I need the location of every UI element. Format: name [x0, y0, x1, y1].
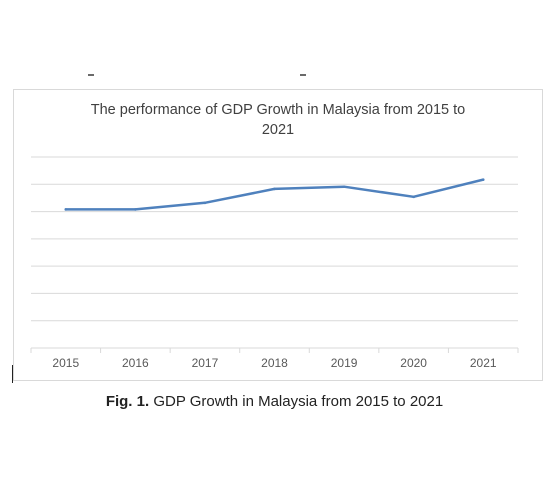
data-point-2019: [342, 185, 346, 189]
x-tick-label-2017: 2017: [192, 356, 219, 370]
x-tick-labels: 2015 2016 2017 2018 2019 2020 2021: [52, 356, 496, 370]
gridlines: [31, 156, 518, 322]
chart-title-line-2: 2021: [261, 122, 295, 138]
data-point-2021: [481, 178, 485, 181]
figure-caption-text: GDP Growth in Malaysia from 2015 to 2021: [149, 393, 444, 410]
series-layer: [64, 178, 485, 211]
page-margin-mark: [12, 365, 13, 383]
x-tick-label-2016: 2016: [122, 356, 149, 370]
data-point-2017: [203, 201, 207, 205]
x-tick-label-2020: 2020: [400, 356, 427, 370]
data-point-2015: [64, 208, 68, 211]
chart-title: The performance of GDP Growth in Malaysi…: [14, 100, 542, 140]
x-tick-label-2018: 2018: [261, 356, 288, 370]
x-tick-label-2021: 2021: [470, 356, 497, 370]
data-point-2020: [412, 195, 415, 199]
x-tick-label-2015: 2015: [52, 356, 79, 370]
x-axis: [30, 347, 519, 353]
cropped-text-fragment: [88, 74, 328, 78]
x-tick-label-2019: 2019: [331, 356, 358, 370]
chart-title-line-1: The performance of GDP Growth in Malaysi…: [90, 102, 466, 118]
data-point-2018: [273, 187, 276, 191]
line-chart-plot: 2015 2016 2017 2018 2019 2020 2021: [30, 156, 519, 370]
chart-container: The performance of GDP Growth in Malaysi…: [13, 89, 543, 381]
data-point-2016: [134, 208, 137, 211]
figure-caption: Fig. 1. GDP Growth in Malaysia from 2015…: [0, 393, 549, 410]
figure-caption-label: Fig. 1.: [105, 393, 150, 410]
